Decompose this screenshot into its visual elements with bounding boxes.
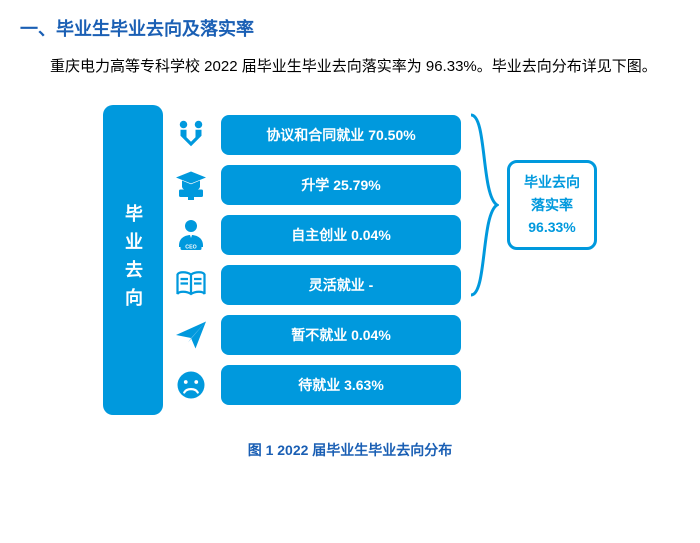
distribution-diagram: 毕业去向 协议和合同就业 70.50% 升学 25.79% CEO 自主创业 0… (20, 105, 680, 415)
summary-value: 96.33% (528, 216, 575, 238)
paper-plane-icon (171, 315, 211, 355)
bracket-icon (469, 110, 499, 300)
category-row: CEO 自主创业 0.04% (171, 215, 461, 255)
handshake-icon (171, 115, 211, 155)
section-heading: 一、毕业生毕业去向及落实率 (20, 15, 680, 41)
category-bar: 灵活就业 - (221, 265, 461, 305)
intro-paragraph: 重庆电力高等专科学校 2022 届毕业生毕业去向落实率为 96.33%。毕业去向… (20, 53, 680, 80)
category-bar: 待就业 3.63% (221, 365, 461, 405)
left-category-box: 毕业去向 (103, 105, 163, 415)
category-bar: 暂不就业 0.04% (221, 315, 461, 355)
category-row: 协议和合同就业 70.50% (171, 115, 461, 155)
sad-face-icon (171, 365, 211, 405)
svg-text:CEO: CEO (185, 245, 196, 251)
book-icon (171, 265, 211, 305)
summary-line: 落实率 (531, 194, 573, 216)
category-row: 暂不就业 0.04% (171, 315, 461, 355)
category-row: 灵活就业 - (171, 265, 461, 305)
category-bar: 自主创业 0.04% (221, 215, 461, 255)
summary-line: 毕业去向 (524, 171, 580, 193)
category-bar: 协议和合同就业 70.50% (221, 115, 461, 155)
summary-box: 毕业去向 落实率 96.33% (507, 160, 597, 250)
figure-caption: 图 1 2022 届毕业生毕业去向分布 (20, 440, 680, 460)
category-row: 待就业 3.63% (171, 365, 461, 405)
category-bar: 升学 25.79% (221, 165, 461, 205)
ceo-icon: CEO (171, 215, 211, 255)
graduation-icon (171, 165, 211, 205)
category-list: 协议和合同就业 70.50% 升学 25.79% CEO 自主创业 0.04% … (171, 115, 461, 405)
category-row: 升学 25.79% (171, 165, 461, 205)
